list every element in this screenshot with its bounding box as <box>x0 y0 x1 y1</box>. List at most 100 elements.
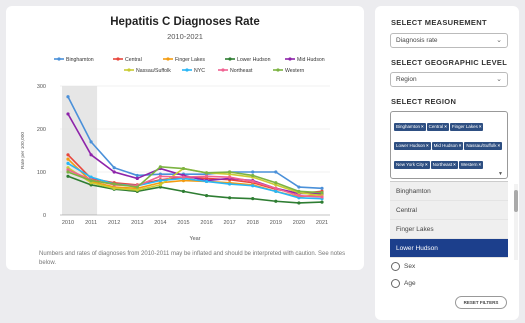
data-point <box>66 170 69 173</box>
reset-filters-button[interactable]: RESET FILTERS <box>455 296 507 309</box>
dropdown-scrollbar[interactable] <box>514 184 518 260</box>
x-tick-label: 2017 <box>224 220 236 226</box>
close-icon[interactable]: × <box>459 143 462 148</box>
data-point <box>182 190 185 193</box>
data-point <box>320 187 323 190</box>
region-tag: Western× <box>459 161 483 169</box>
data-point <box>274 170 277 173</box>
measurement-title: SELECT MEASUREMENT <box>391 18 487 27</box>
legend-marker <box>228 57 231 60</box>
data-point <box>297 190 300 193</box>
data-point <box>320 191 323 194</box>
legend-marker <box>276 68 279 71</box>
data-point <box>66 95 69 98</box>
data-point <box>159 183 162 186</box>
region-dropdown[interactable]: Binghamton Central Finger Lakes Lower Hudso… <box>390 181 508 263</box>
measurement-value: Diagnosis rate <box>396 37 438 44</box>
x-tick-label: 2014 <box>154 220 166 226</box>
chart-note: Numbers and rates of diagnoses from 2010… <box>39 250 349 268</box>
x-axis-title: Year <box>189 236 200 242</box>
region-tag: Nassau/Suffolk× <box>464 142 502 150</box>
geo-level-select[interactable]: Region ⌄ <box>390 72 508 87</box>
region-tag-label: Northeast <box>433 162 453 167</box>
close-icon[interactable]: × <box>479 124 482 129</box>
data-point <box>297 185 300 188</box>
region-tag: New York City× <box>394 161 430 169</box>
region-tag-label: Western <box>461 162 478 167</box>
line-chart: 0 100 200 300 2010 2011 2012 2013 2014 2015 2016 20… <box>6 44 364 249</box>
legend-label: Finger Lakes <box>175 57 205 63</box>
y-tick-label: 100 <box>37 170 46 176</box>
data-point <box>297 201 300 204</box>
legend-marker <box>127 68 130 71</box>
close-icon[interactable]: × <box>421 124 424 129</box>
legend-marker <box>57 57 60 60</box>
data-point <box>228 170 231 173</box>
data-point <box>66 112 69 115</box>
data-point <box>320 195 323 198</box>
data-point <box>274 181 277 184</box>
region-multiselect[interactable]: Binghamton× Central× Finger Lakes×Lower Hu… <box>390 111 508 179</box>
legend-label: Northeast <box>230 68 253 74</box>
data-point <box>136 188 139 191</box>
dropdown-option[interactable]: Finger Lakes <box>390 220 508 239</box>
region-tag: Northeast× <box>431 161 458 169</box>
close-icon[interactable]: × <box>453 162 456 167</box>
data-point <box>159 165 162 168</box>
close-icon[interactable]: × <box>444 124 447 129</box>
x-tick-label: 2016 <box>200 220 212 226</box>
legend-label: Central <box>125 57 142 63</box>
data-point <box>89 179 92 182</box>
data-point <box>205 180 208 183</box>
legend-label: Lower Hudson <box>237 57 271 63</box>
caret-down-icon: ▼ <box>498 171 503 177</box>
y-axis-title: Rate per 100,000 <box>20 132 26 169</box>
close-icon[interactable]: × <box>425 162 428 167</box>
dropdown-option[interactable]: Central <box>390 201 508 220</box>
legend-label: Binghamton <box>66 57 94 63</box>
x-tick-label: 2019 <box>270 220 282 226</box>
dropdown-option[interactable]: Binghamton <box>390 182 508 201</box>
legend-marker <box>166 57 169 60</box>
radio-age-label: Age <box>404 280 416 287</box>
x-tick-label: 2020 <box>293 220 305 226</box>
data-point <box>228 182 231 185</box>
close-icon[interactable]: × <box>426 143 429 148</box>
legend-label: Nassau/Suffolk <box>136 68 171 74</box>
data-point <box>89 140 92 143</box>
dropdown-option[interactable]: Lower Hudson <box>390 239 508 258</box>
x-tick-label: 2021 <box>316 220 328 226</box>
close-icon[interactable]: × <box>498 143 501 148</box>
data-point <box>251 197 254 200</box>
radio-sex[interactable]: Sex <box>391 262 415 271</box>
data-point <box>66 158 69 161</box>
region-tag: Binghamton× <box>394 123 426 131</box>
radio-age[interactable]: Age <box>391 279 416 288</box>
shaded-region <box>62 86 97 215</box>
data-point <box>274 187 277 190</box>
data-point <box>228 196 231 199</box>
close-icon[interactable]: × <box>479 162 482 167</box>
scrollbar-thumb[interactable] <box>514 190 518 212</box>
legend-marker <box>221 68 224 71</box>
data-point <box>274 190 277 193</box>
geo-level-title: SELECT GEOGRAPHIC LEVEL <box>391 58 507 67</box>
chart-card: Hepatitis C Diagnoses Rate 2010-2021 0 10… <box>6 6 364 270</box>
data-point <box>89 153 92 156</box>
radio-icon[interactable] <box>391 262 400 271</box>
legend-marker <box>116 57 119 60</box>
region-tag-label: Nassau/Suffolk <box>466 143 496 148</box>
chevron-down-icon: ⌄ <box>496 75 502 83</box>
region-tag-label: Binghamton <box>396 124 420 129</box>
region-tag: Mid Hudson× <box>432 142 464 150</box>
chart-subtitle: 2010-2021 <box>6 32 364 41</box>
radio-icon[interactable] <box>391 279 400 288</box>
data-point <box>136 177 139 180</box>
series-line-0 <box>68 97 322 189</box>
measurement-select[interactable]: Diagnosis rate ⌄ <box>390 33 508 48</box>
region-tag: Lower Hudson× <box>394 142 431 150</box>
chevron-down-icon: ⌄ <box>496 36 502 44</box>
data-point <box>205 194 208 197</box>
data-point <box>66 175 69 178</box>
data-point <box>66 153 69 156</box>
